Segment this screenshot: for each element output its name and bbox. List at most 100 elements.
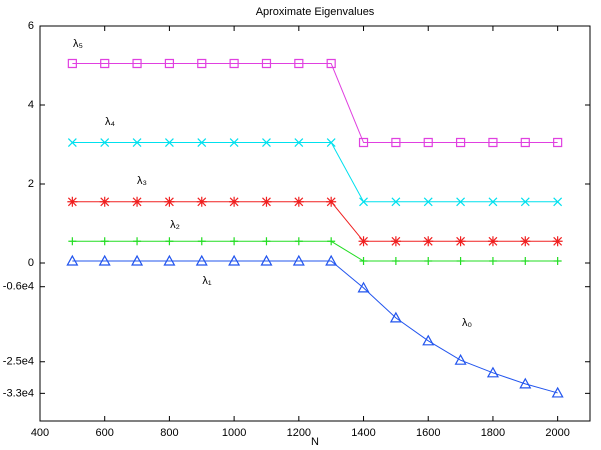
plot-frame bbox=[39, 25, 591, 422]
y-tick-label: -3.3e4 bbox=[3, 387, 34, 399]
data-point bbox=[292, 254, 305, 266]
y-tick-label: 6 bbox=[28, 20, 34, 32]
series-label: λ₂ bbox=[170, 219, 180, 231]
data-point bbox=[66, 254, 79, 266]
data-point bbox=[455, 137, 466, 148]
data-point bbox=[197, 58, 207, 69]
x-tick-label: 800 bbox=[160, 427, 178, 439]
y-tick-label: -2.5e4 bbox=[3, 356, 34, 368]
data-point bbox=[422, 334, 435, 346]
data-point bbox=[326, 58, 336, 69]
data-point bbox=[553, 137, 563, 148]
data-point bbox=[487, 236, 498, 247]
data-point bbox=[423, 236, 434, 247]
data-point bbox=[359, 257, 368, 266]
data-point bbox=[229, 58, 239, 69]
data-point bbox=[486, 366, 499, 378]
annotation: λ₀ bbox=[462, 317, 472, 329]
y-tick-label: 2 bbox=[28, 178, 34, 190]
data-point bbox=[100, 138, 110, 147]
series-line bbox=[72, 142, 558, 203]
series-label: λ₁ bbox=[202, 275, 212, 287]
data-point bbox=[357, 281, 370, 293]
data-point bbox=[262, 237, 271, 246]
chart-title: Aproximate Eigenvalues bbox=[256, 6, 375, 18]
data-point bbox=[197, 237, 206, 246]
y-tick-label: -0.6e4 bbox=[3, 281, 34, 293]
data-point bbox=[294, 58, 304, 69]
data-point bbox=[327, 237, 336, 246]
data-point bbox=[454, 353, 467, 365]
x-tick-label: 400 bbox=[31, 427, 49, 439]
data-point bbox=[67, 138, 77, 147]
data-point bbox=[293, 196, 304, 207]
data-point bbox=[131, 254, 144, 266]
data-point bbox=[455, 236, 466, 247]
data-point bbox=[228, 254, 241, 266]
series-label: λ₄ bbox=[105, 116, 116, 128]
series-line bbox=[72, 63, 558, 144]
x-tick-label: 1200 bbox=[287, 427, 311, 439]
x-tick-label: 1400 bbox=[351, 427, 375, 439]
data-point bbox=[197, 138, 207, 147]
data-point bbox=[358, 137, 369, 148]
data-point bbox=[488, 137, 498, 148]
data-point bbox=[100, 58, 110, 69]
x-tick-label: 600 bbox=[96, 427, 114, 439]
y-tick-label: 0 bbox=[28, 257, 34, 269]
data-point bbox=[164, 58, 175, 69]
data-point bbox=[520, 236, 531, 247]
data-point bbox=[261, 196, 272, 207]
data-point bbox=[359, 197, 368, 207]
data-point bbox=[519, 377, 532, 389]
data-point bbox=[195, 254, 208, 266]
data-point bbox=[260, 254, 273, 266]
data-point bbox=[165, 237, 174, 246]
data-point bbox=[326, 196, 337, 207]
data-point bbox=[520, 137, 530, 148]
data-point bbox=[100, 237, 109, 246]
data-point bbox=[132, 138, 142, 147]
x-tick-label: 1600 bbox=[416, 427, 440, 439]
x-tick-label: 2000 bbox=[545, 427, 569, 439]
data-point bbox=[391, 197, 401, 207]
data-point bbox=[164, 196, 175, 207]
data-point bbox=[391, 137, 401, 148]
data-point bbox=[98, 254, 111, 266]
data-point bbox=[294, 237, 303, 246]
data-point bbox=[132, 58, 142, 69]
data-point bbox=[262, 138, 271, 147]
data-point bbox=[551, 386, 564, 398]
data-point bbox=[358, 236, 369, 247]
data-point bbox=[196, 196, 207, 207]
data-point bbox=[488, 197, 498, 207]
data-point bbox=[229, 196, 240, 207]
data-point bbox=[67, 58, 77, 69]
data-point bbox=[164, 138, 174, 147]
data-point bbox=[552, 236, 563, 247]
data-point bbox=[424, 257, 433, 266]
series-label: λ₃ bbox=[137, 175, 147, 187]
data-point bbox=[456, 257, 465, 266]
data-point bbox=[390, 236, 401, 247]
data-point bbox=[521, 257, 530, 266]
series-line bbox=[72, 201, 558, 242]
data-point bbox=[230, 237, 239, 246]
data-point bbox=[229, 138, 239, 147]
data-point bbox=[389, 311, 402, 323]
y-tick-label: 4 bbox=[28, 99, 34, 111]
x-tick-label: 1800 bbox=[481, 427, 505, 439]
data-point bbox=[456, 197, 466, 207]
data-point bbox=[67, 196, 78, 207]
series-label: λ₅ bbox=[73, 38, 83, 50]
data-point bbox=[423, 137, 433, 148]
series-line bbox=[72, 260, 558, 394]
data-point bbox=[163, 254, 176, 266]
data-point bbox=[488, 257, 497, 266]
series-line bbox=[72, 240, 558, 262]
x-tick-label: 1000 bbox=[222, 427, 246, 439]
x-axis-label: N bbox=[311, 436, 319, 448]
data-point bbox=[391, 257, 400, 266]
data-point bbox=[68, 237, 77, 246]
